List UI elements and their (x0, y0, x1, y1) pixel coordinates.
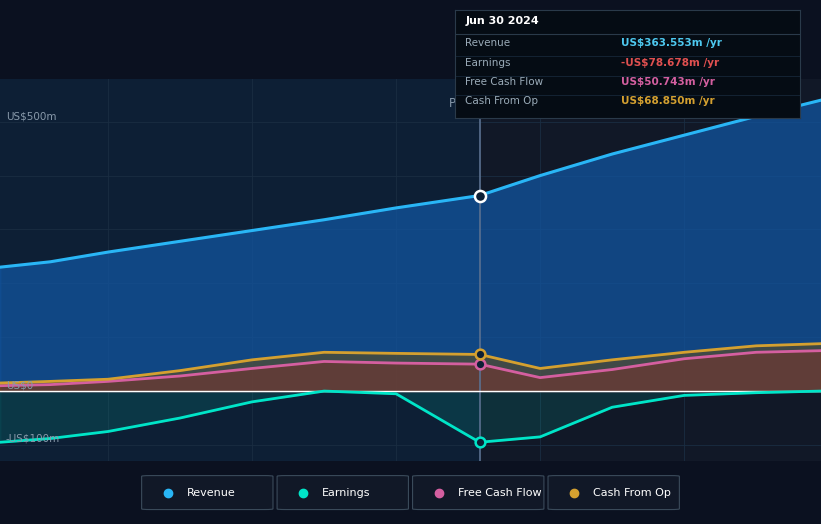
Text: US$68.850m /yr: US$68.850m /yr (621, 96, 714, 106)
Text: Revenue: Revenue (186, 487, 236, 498)
Text: US$0: US$0 (6, 380, 33, 390)
Text: Free Cash Flow: Free Cash Flow (458, 487, 541, 498)
Text: Earnings: Earnings (323, 487, 371, 498)
Text: Earnings: Earnings (466, 58, 511, 68)
Text: Past: Past (449, 97, 474, 111)
Text: Jun 30 2024: Jun 30 2024 (466, 16, 539, 27)
Text: -US$100m: -US$100m (6, 434, 60, 444)
Text: Cash From Op: Cash From Op (466, 96, 539, 106)
FancyBboxPatch shape (412, 476, 544, 509)
Text: Analysts Forecasts: Analysts Forecasts (485, 97, 595, 111)
Text: -US$78.678m /yr: -US$78.678m /yr (621, 58, 718, 68)
FancyBboxPatch shape (141, 476, 273, 509)
Text: Cash From Op: Cash From Op (594, 487, 671, 498)
Text: Free Cash Flow: Free Cash Flow (466, 77, 544, 87)
Text: Revenue: Revenue (466, 38, 511, 48)
Text: US$500m: US$500m (6, 112, 57, 122)
Text: US$363.553m /yr: US$363.553m /yr (621, 38, 722, 48)
FancyBboxPatch shape (277, 476, 409, 509)
Bar (479, 79, 821, 461)
FancyBboxPatch shape (548, 476, 680, 509)
Text: US$50.743m /yr: US$50.743m /yr (621, 77, 714, 87)
